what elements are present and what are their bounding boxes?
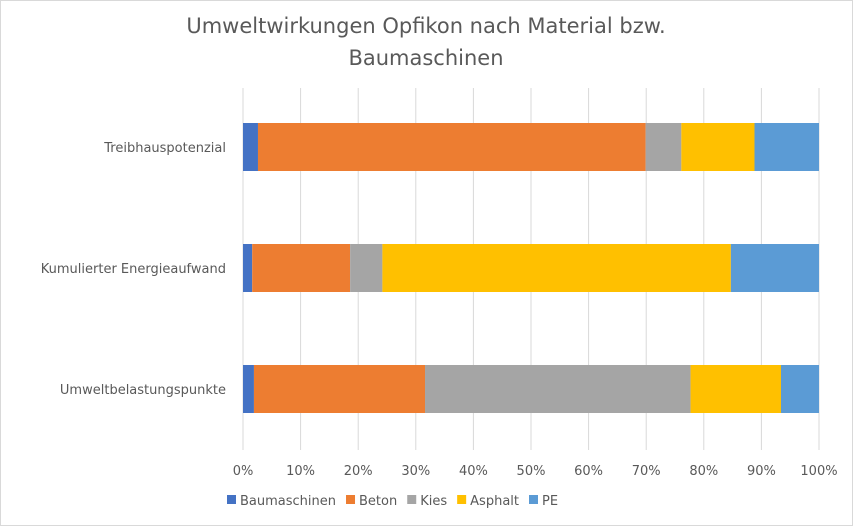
x-tick-label: 10%	[286, 464, 315, 479]
bar-segment-beton	[252, 244, 351, 292]
legend-swatch	[529, 495, 538, 504]
bar-segment-asphalt	[382, 244, 731, 292]
bar-segment-beton	[257, 123, 646, 171]
bar-segment-baumaschinen	[243, 365, 254, 413]
legend-label: PE	[542, 494, 558, 509]
bar-segment-baumaschinen	[243, 244, 253, 292]
bar-segment-asphalt	[690, 365, 781, 413]
x-tick-label: 0%	[233, 464, 254, 479]
bar-segment-pe	[754, 123, 819, 171]
x-tick-label: 50%	[517, 464, 546, 479]
legend-item: Kies	[407, 494, 447, 509]
x-tick-label: 80%	[689, 464, 718, 479]
legend-label: Kies	[420, 494, 447, 509]
legend-item: Asphalt	[457, 494, 519, 509]
legend-swatch	[407, 495, 417, 504]
category-label: Treibhauspotenzial	[103, 141, 226, 156]
legend-swatch	[346, 495, 356, 504]
x-tick-label: 60%	[574, 464, 603, 479]
chart-title-line-1: Umweltwirkungen Opfikon nach Material bz…	[186, 14, 665, 38]
legend-label: Beton	[359, 494, 397, 509]
bar-segment-beton	[253, 365, 426, 413]
legend-swatch	[457, 495, 467, 504]
category-label: Umweltbelastungspunkte	[60, 383, 226, 398]
legend-item: PE	[529, 494, 558, 509]
legend-item: Beton	[346, 494, 397, 509]
x-tick-label: 90%	[747, 464, 776, 479]
bar-segment-asphalt	[681, 123, 755, 171]
bar-segment-pe	[730, 244, 819, 292]
x-tick-label: 40%	[459, 464, 488, 479]
bar-segment-kies	[645, 123, 682, 171]
legend-item: Baumaschinen	[227, 494, 336, 509]
category-label: Kumulierter Energieaufwand	[41, 262, 226, 277]
bar-segment-kies	[350, 244, 383, 292]
bar-segment-pe	[780, 365, 819, 413]
bar-segment-baumaschinen	[243, 123, 258, 171]
x-tick-label: 30%	[401, 464, 430, 479]
x-tick-label: 70%	[632, 464, 661, 479]
x-tick-label: 20%	[344, 464, 373, 479]
bar-segment-kies	[425, 365, 691, 413]
legend-label: Baumaschinen	[240, 494, 336, 509]
legend-swatch	[227, 495, 236, 504]
x-tick-label: 100%	[800, 464, 837, 479]
chart-title-line-2: Baumaschinen	[348, 46, 503, 70]
legend-label: Asphalt	[470, 494, 519, 509]
